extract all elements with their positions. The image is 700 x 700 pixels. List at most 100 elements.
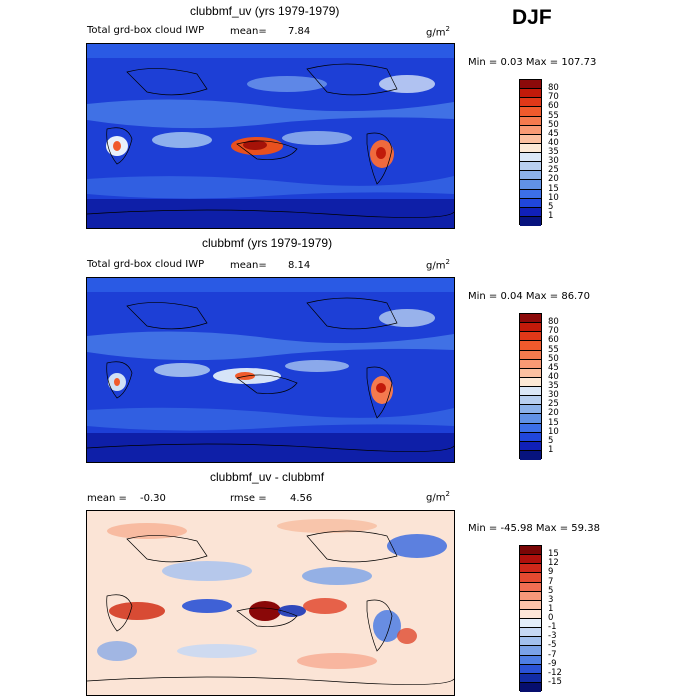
colorbar-tick-label: 80 [548, 83, 559, 94]
colorbar-segment [520, 646, 541, 656]
colorbar-segment [520, 207, 541, 217]
colorbar-segment [520, 555, 541, 565]
colorbar-tick-label: -1 [548, 622, 557, 633]
colorbar-tick-label: 5 [548, 201, 554, 212]
colorbar-segment [520, 162, 541, 172]
colorbar-segment [520, 107, 541, 117]
colorbar-tick-label: 30 [548, 390, 559, 401]
panel-3-colorbar-ticks: 15 12 9 7 5 3 1 0 -1 -3 -5 -7 -9 -12 -15 [548, 545, 588, 691]
colorbar-segment [520, 682, 541, 692]
colorbar-tick-label: 20 [548, 408, 559, 419]
colorbar-tick-label: 70 [548, 326, 559, 337]
colorbar-tick-label: 10 [548, 426, 559, 437]
colorbar-tick-label: -12 [548, 667, 562, 678]
colorbar-tick-label: -7 [548, 649, 557, 660]
colorbar-segment [520, 664, 541, 674]
colorbar-segment [520, 98, 541, 108]
colorbar-segment [520, 405, 541, 415]
colorbar-segment [520, 116, 541, 126]
colorbar-tick-label: 1 [548, 210, 554, 221]
colorbar-tick-label: 9 [548, 567, 554, 578]
colorbar-segment [520, 600, 541, 610]
colorbar-tick-label: 1 [548, 444, 554, 455]
colorbar-tick-label: 35 [548, 147, 559, 157]
panel-3-title: clubbmf_uv - clubbmf [210, 470, 325, 484]
colorbar-segment [520, 377, 541, 387]
colorbar-segment [520, 80, 541, 90]
panel-3-rmse-label: rmse = [230, 493, 267, 504]
colorbar-segment [520, 396, 541, 406]
colorbar-segment [520, 619, 541, 629]
colorbar-segment [520, 673, 541, 683]
colorbar-segment [520, 441, 541, 451]
colorbar-segment [520, 591, 541, 601]
colorbar-tick-label: 15 [548, 417, 559, 428]
colorbar-tick-label: -3 [548, 631, 557, 642]
colorbar-segment [520, 153, 541, 163]
colorbar-tick-label: 25 [548, 165, 559, 176]
colorbar-tick-label: 7 [548, 576, 554, 587]
colorbar-segment [520, 628, 541, 638]
colorbar-tick-label: -9 [548, 658, 557, 669]
panel-2-minmax: Min = 0.04 Max = 86.70 [468, 291, 590, 302]
colorbar-segment [520, 89, 541, 99]
colorbar-tick-label: 70 [548, 92, 559, 103]
colorbar-tick-label: 45 [548, 128, 559, 139]
colorbar-segment [520, 171, 541, 181]
colorbar-tick-label: 20 [548, 174, 559, 185]
colorbar-segment [520, 368, 541, 378]
colorbar-segment [520, 609, 541, 619]
colorbar-segment [520, 564, 541, 574]
colorbar-segment [520, 314, 541, 324]
colorbar-segment [520, 359, 541, 369]
colorbar-tick-label: 60 [548, 335, 559, 346]
panel-2-mean-value: 8.14 [288, 260, 311, 271]
colorbar-segment [520, 432, 541, 442]
colorbar-tick-label: 35 [548, 381, 559, 391]
panel-2-colorbar-ticks: 80 70 60 55 50 45 40 35 30 25 20 15 10 5 1 [548, 313, 588, 459]
colorbar-segment [520, 216, 541, 226]
panel-1-map [86, 43, 455, 229]
panel-1-colorbar-ticks: 80 70 60 55 50 45 40 35 30 25 20 15 10 5 1 [548, 79, 588, 225]
colorbar-tick-label: 10 [548, 192, 559, 203]
colorbar-segment [520, 655, 541, 665]
colorbar-segment [520, 180, 541, 190]
colorbar-segment [520, 134, 541, 144]
colorbar-tick-label: 3 [548, 594, 554, 605]
colorbar-segment [520, 637, 541, 647]
colorbar-segment [520, 350, 541, 360]
panel-1-title: clubbmf_uv (yrs 1979-1979) [190, 4, 340, 18]
colorbar-tick-label: 40 [548, 371, 559, 382]
colorbar-tick-label: 0 [548, 613, 554, 623]
colorbar-segment [520, 423, 541, 433]
colorbar-tick-label: 25 [548, 399, 559, 410]
colorbar-segment [520, 450, 541, 460]
colorbar-tick-label: 50 [548, 353, 559, 364]
colorbar-segment [520, 125, 541, 135]
colorbar-segment [520, 387, 541, 397]
colorbar-tick-label: 55 [548, 344, 559, 355]
colorbar-tick-label: 1 [548, 603, 554, 614]
colorbar-tick-label: 80 [548, 317, 559, 328]
panel-3-map [86, 510, 455, 696]
panel-1-mean-value: 7.84 [288, 26, 311, 37]
colorbar-tick-label: 15 [548, 549, 559, 560]
panel-2-variable: Total grd-box cloud IWP [87, 259, 205, 270]
panel-2-units: g/m2 [426, 258, 450, 272]
colorbar-segment [520, 189, 541, 199]
panel-1-mean-label: mean= [230, 26, 267, 37]
colorbar-segment [520, 198, 541, 208]
season-label: DJF [512, 6, 552, 29]
panel-2-mean-label: mean= [230, 260, 267, 271]
colorbar-tick-label: 60 [548, 101, 559, 112]
colorbar-segment [520, 582, 541, 592]
colorbar-segment [520, 341, 541, 351]
colorbar-tick-label: 50 [548, 119, 559, 130]
colorbar-tick-label: -5 [548, 640, 557, 651]
colorbar-tick-label: 5 [548, 585, 554, 596]
colorbar-tick-label: 45 [548, 362, 559, 373]
panel-1-minmax: Min = 0.03 Max = 107.73 [468, 57, 597, 68]
panel-1-units: g/m2 [426, 25, 450, 39]
colorbar-segment [520, 414, 541, 424]
panel-3-rmse-value: 4.56 [290, 493, 313, 504]
